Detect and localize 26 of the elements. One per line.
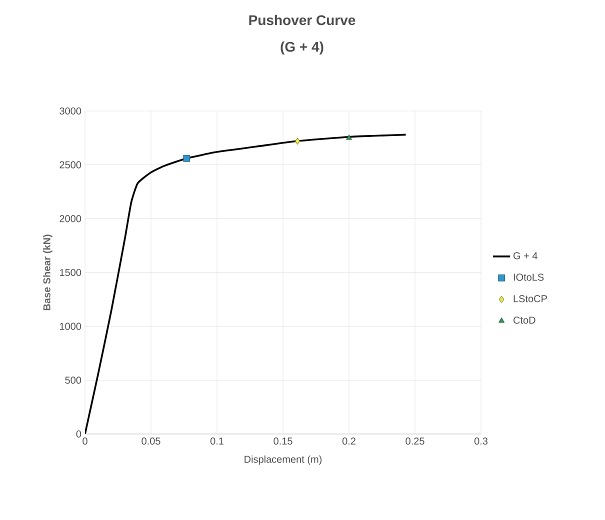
y-tick-label: 3000 [60, 107, 82, 115]
chart-title: Pushover Curve [249, 14, 356, 26]
y-tick-label: 1500 [60, 268, 82, 276]
x-tick-label: 0.1 [210, 438, 224, 445]
y-tick-label: 2500 [60, 161, 82, 168]
point [294, 138, 300, 145]
y-axis-title: Base Shear (kN) [43, 234, 52, 310]
point [183, 154, 190, 162]
y-tick-label: 2000 [60, 215, 82, 222]
x-tick-label: 0.05 [142, 438, 160, 445]
y-tick-label: 1000 [60, 322, 82, 330]
x-axis-title: Displacement (m) [244, 455, 322, 465]
x-tick-label: 0.15 [274, 438, 292, 445]
point [346, 134, 352, 140]
line-series [85, 134, 407, 434]
chart-subtitle: (G + 4) [280, 41, 324, 55]
x-tick-label: 0.3 [474, 438, 488, 445]
legend-label: LStoCP [514, 295, 547, 302]
legend-label: IOtoLS [514, 274, 544, 281]
x-tick-label: 0.25 [406, 438, 424, 445]
y-tick-label: 0 [76, 430, 82, 438]
x-tick-label: 0.2 [342, 438, 356, 445]
legend-label: G + 4 [513, 252, 538, 260]
y-tick-label: 500 [65, 376, 82, 384]
legend-label: CtoD [513, 316, 536, 324]
x-tick-label: 0 [82, 438, 88, 445]
